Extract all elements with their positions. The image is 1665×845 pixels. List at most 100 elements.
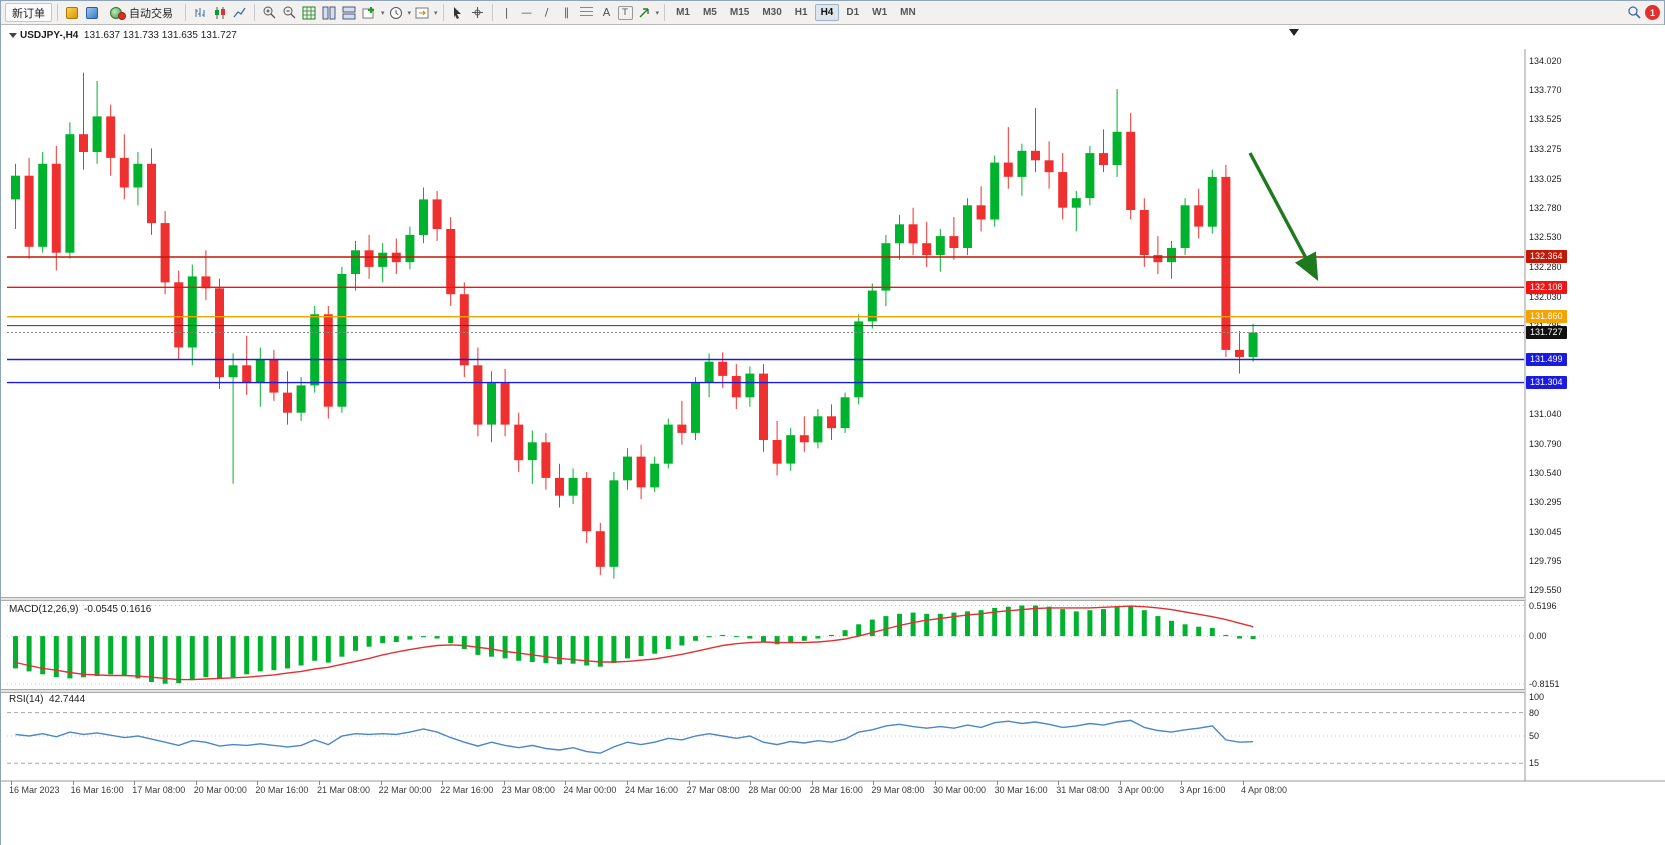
toolbar-separator [185,4,186,21]
time-axis-label: 24 Mar 00:00 [563,785,617,795]
cursor-icon[interactable] [449,4,467,22]
toolbar-separator [491,4,493,21]
fibonacci-tool-icon[interactable] [578,4,596,22]
timeframe-h1[interactable]: H1 [794,7,808,18]
rsi-axis-label: 15 [1529,758,1540,769]
gold-tool-icon[interactable] [63,4,81,22]
time-axis-label: 20 Mar 16:00 [255,785,309,795]
chart-canvas[interactable] [1,25,1665,845]
panel-splitter[interactable] [1,689,1525,693]
period-clock-icon[interactable] [387,4,405,22]
notification-badge[interactable]: 1 [1645,5,1660,20]
toolbar-separator [442,4,444,21]
time-axis-label: 31 Mar 08:00 [1056,785,1110,795]
rsi-header: RSI(14) 42.7444 [9,694,85,705]
timeframe-m5[interactable]: M5 [702,7,717,18]
price-line-tag: 131.499 [1526,352,1567,366]
zoom-out-icon[interactable] [280,4,298,22]
time-axis-tick [1181,781,1183,785]
time-axis-tick [72,781,74,785]
time-axis-tick [1119,781,1121,785]
tile-windows-icon[interactable] [320,4,338,22]
arrows-caret-icon[interactable]: ▾ [655,9,660,17]
chart-header: USDJPY-,H4 131.637 131.733 131.635 131.7… [9,30,237,41]
algo-trading-off-icon [118,12,126,20]
price-axis-label: 133.275 [1529,144,1562,154]
toolbar-separator [57,4,58,21]
time-axis-label: 20 Mar 00:00 [193,785,247,795]
timeframe-h4[interactable]: H4 [814,4,840,21]
cascade-windows-icon[interactable] [340,4,358,22]
price-axis-label: 130.540 [1529,468,1562,479]
period-caret-icon[interactable]: ▾ [407,9,412,17]
crosshair-icon[interactable] [469,4,487,22]
chart-area[interactable]: USDJPY-,H4 131.637 131.733 131.635 131.7… [1,25,1665,845]
algo-trading-button[interactable]: 自动交易 [103,3,180,22]
time-axis-tick [811,781,813,785]
chart-ohlc-values: 131.637 131.733 131.635 131.727 [83,30,237,41]
new-chart-caret-icon[interactable]: ▾ [381,9,385,17]
macd-axis-label: 0.00 [1529,631,1547,642]
time-axis-tick [873,781,875,785]
price-axis-label: 130.045 [1529,526,1562,537]
price-line-tag: 132.364 [1526,250,1567,264]
line-chart-icon[interactable] [231,4,249,22]
time-axis-tick [11,781,12,785]
rsi-value: 42.7444 [49,694,86,705]
object-list-arrow-icon[interactable] [9,33,17,38]
timeframe-m15[interactable]: M15 [729,7,750,18]
time-axis-tick [627,781,628,785]
time-axis-label: 29 Mar 08:00 [871,785,925,795]
time-axis-tick [442,781,444,785]
timeframe-d1[interactable]: D1 [846,7,860,18]
price-axis-label: 132.030 [1529,291,1562,302]
channel-tool-icon[interactable]: ∥ [563,6,570,19]
time-axis-label: 16 Mar 2023 [9,785,60,795]
horizontal-line-tool-icon[interactable]: — [521,6,533,19]
time-axis-label: 22 Mar 00:00 [378,785,432,795]
timeframe-w1[interactable]: W1 [872,7,888,18]
time-axis-tick [996,781,998,785]
price-axis-label: 134.020 [1529,55,1562,66]
rsi-axis-label: 80 [1529,707,1540,718]
time-axis-label: 30 Mar 00:00 [933,785,987,795]
toolbar-separator [254,4,255,21]
candlestick-chart-icon[interactable] [211,4,229,22]
price-axis-label: 131.785 [1529,321,1562,331]
accounts-icon[interactable] [83,4,101,22]
rsi-label: RSI(14) [9,694,44,705]
zoom-in-icon[interactable] [260,4,278,22]
time-axis-tick [565,781,567,785]
label-tool-icon[interactable]: T [617,5,633,20]
timeframe-group: M1 M5 M15 M30 H1 H4 D1 W1 MN [670,4,922,21]
timeframe-mn[interactable]: MN [900,7,916,18]
new-chart-icon[interactable] [360,4,378,22]
price-axis-label: 131.040 [1529,408,1562,419]
chart-shift-caret-icon[interactable]: ▾ [434,9,438,17]
new-order-button[interactable]: 新订单 [5,3,52,22]
current-price-tag: 131.727 [1526,325,1567,339]
arrows-tool-icon[interactable] [635,4,653,22]
price-axis-label: 129.550 [1529,585,1562,596]
price-axis-label: 133.525 [1529,114,1562,125]
rsi-axis-label: 50 [1529,731,1540,741]
panel-splitter[interactable] [1,597,1525,601]
time-axis-label: 4 Apr 08:00 [1241,785,1288,795]
grid-icon[interactable] [300,4,318,22]
vertical-line-tool-icon[interactable]: | [504,6,509,19]
time-axis-label: 3 Apr 00:00 [1117,785,1164,795]
trendline-tool-icon[interactable]: / [544,6,549,19]
chart-shift-icon[interactable] [413,4,431,22]
bar-chart-icon[interactable] [191,4,209,22]
text-tool-icon[interactable]: A [602,6,611,19]
timeframe-m1[interactable]: M1 [676,7,690,18]
time-axis-label: 27 Mar 08:00 [686,785,740,795]
search-icon[interactable] [1625,4,1643,22]
timeframe-m30[interactable]: M30 [762,7,782,18]
time-axis-tick [688,781,690,785]
price-axis-label: 133.025 [1529,173,1562,184]
chart-title: USDJPY-,H4 [20,30,79,41]
time-axis-tick [380,781,382,785]
new-order-label: 新订单 [12,7,45,20]
time-axis-label: 17 Mar 08:00 [132,785,186,795]
